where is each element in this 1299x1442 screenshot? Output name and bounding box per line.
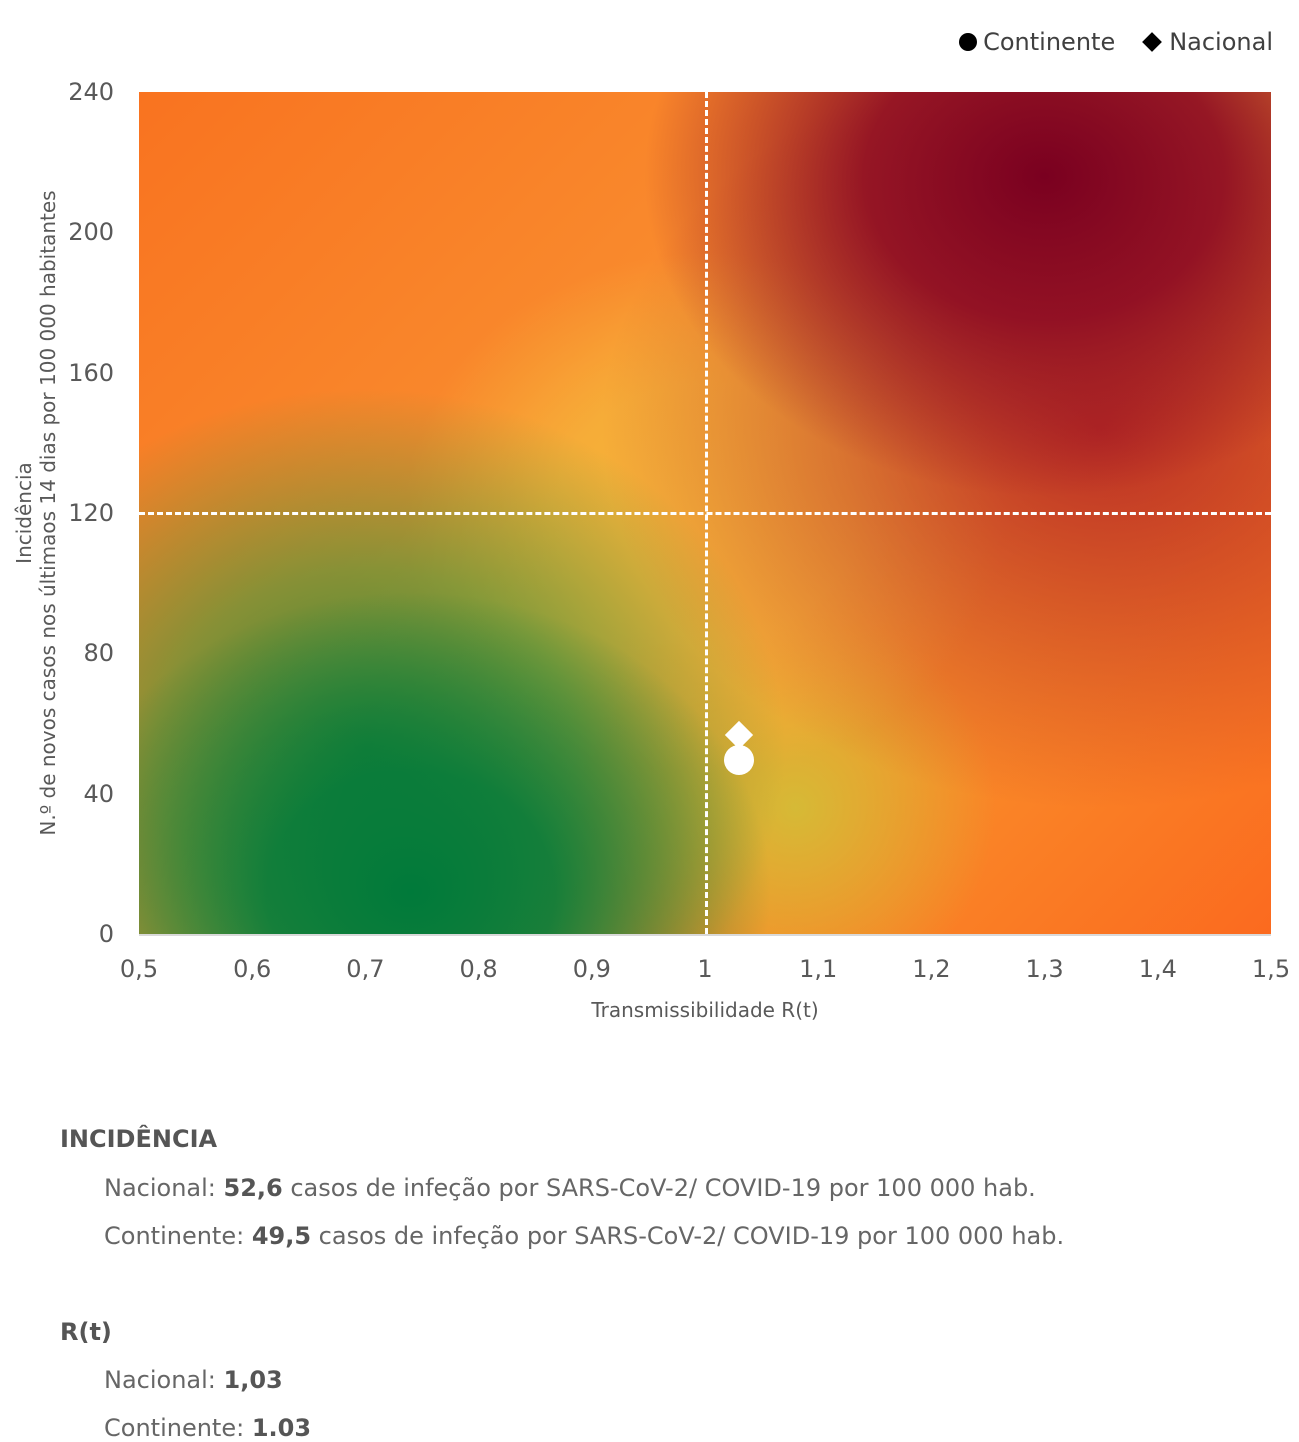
threshold-line-y [139,512,1271,515]
y-tick-label: 80 [83,639,114,668]
chart-legend: Continente Nacional [959,28,1273,56]
plot-area [139,92,1271,934]
value: 52,6 [223,1174,283,1202]
x-axis-line [139,934,1271,936]
x-tick-label: 1 [697,955,713,983]
y-tick-label: 40 [83,779,114,808]
y-axis-label-line: N.º de novos casos nos últimaos 14 dias … [36,190,60,836]
rt-heading: R(t) [60,1318,112,1346]
incidencia-continente: Continente: 49,5 casos de infeção por SA… [104,1222,1064,1250]
x-tick-label: 0,6 [233,955,272,983]
x-tick-label: 0,7 [346,955,385,983]
label: Nacional: [104,1174,224,1202]
x-tick-label: 1,3 [1025,955,1064,983]
diamond-icon [1142,32,1163,52]
x-tick-label: 0,5 [119,955,159,983]
x-axis-label: Transmissibilidade R(t) [591,998,819,1022]
y-tick-label: 120 [68,499,114,527]
y-tick-label: 0 [98,920,114,948]
value: 1,03 [223,1366,283,1394]
label: Continente: [104,1222,252,1250]
value: 49,5 [251,1222,312,1250]
y-tick-label: 160 [68,358,114,387]
desc: casos de infeção por SARS-CoV-2/ COVID-1… [311,1222,1065,1250]
label: Nacional: [104,1366,224,1394]
legend-continente: Continente [959,28,1115,56]
y-tick-label: 200 [68,218,114,247]
circle-icon [959,33,978,51]
legend-label: Continente [983,28,1116,56]
y-tick-label: 240 [68,78,114,106]
x-tick-label: 1,5 [1251,955,1291,983]
desc: casos de infeção por SARS-CoV-2/ COVID-1… [282,1174,1036,1202]
label: Continente: [104,1414,252,1442]
rt-continente: Continente: 1.03 [104,1414,311,1442]
legend-label: Nacional [1169,28,1273,56]
x-tick-label: 0,8 [459,955,498,983]
legend-nacional: Nacional [1142,28,1273,56]
x-tick-label: 1,2 [912,955,951,983]
incidencia-nacional: Nacional: 52,6 casos de infeção por SARS… [104,1174,1036,1202]
value: 1.03 [251,1414,312,1442]
y-axis-label-line: Incidência [12,462,36,564]
x-tick-label: 0,9 [572,955,611,983]
rt-nacional: Nacional: 1,03 [104,1366,283,1394]
y-axis-label: Incidência N.º de novos casos nos últimao… [12,190,60,835]
x-tick-label: 1,1 [799,955,838,983]
incidencia-heading: INCIDÊNCIA [60,1125,218,1153]
x-tick-label: 1,4 [1138,955,1177,983]
marker-continente [723,745,754,776]
